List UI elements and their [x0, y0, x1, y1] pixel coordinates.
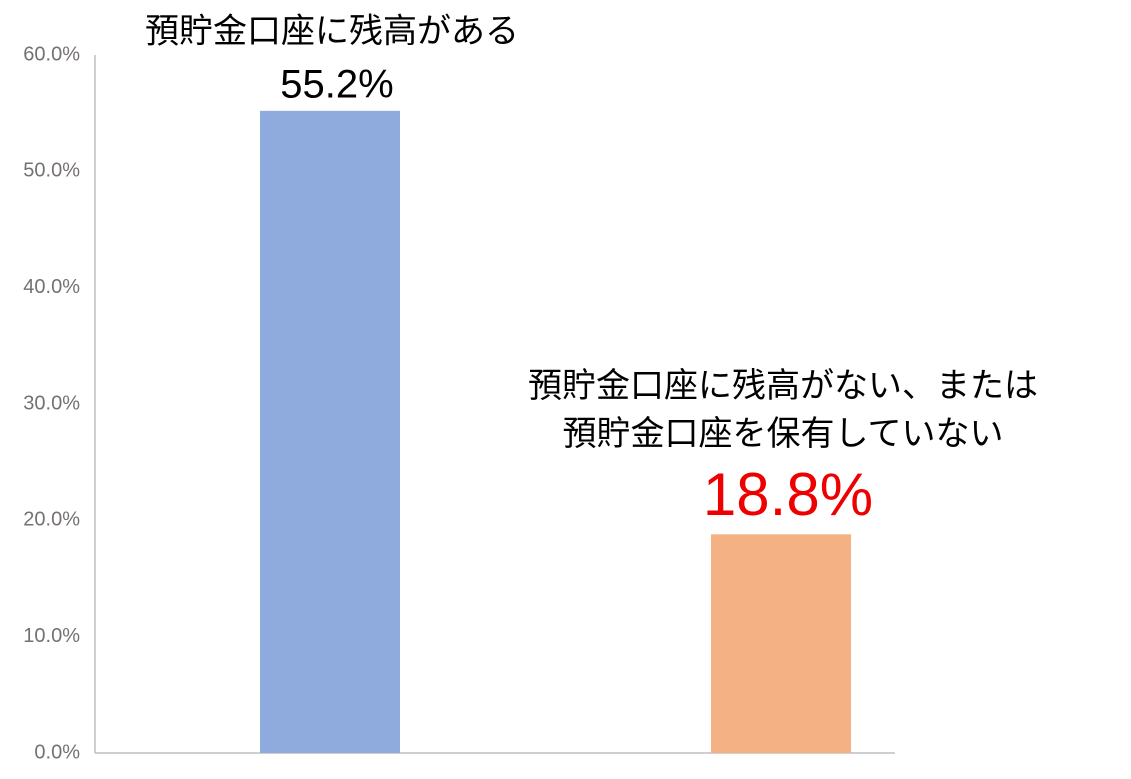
category-label: 預貯金口座に残高がある: [145, 11, 519, 51]
y-tick-label: 0.0%: [34, 741, 80, 763]
category-label: 預貯金口座に残高がない、または: [528, 366, 1038, 406]
y-tick-label: 30.0%: [23, 392, 80, 414]
value-label: 18.8%: [703, 461, 873, 528]
category-label: 預貯金口座を保有していない: [563, 414, 1004, 454]
y-tick-label: 20.0%: [23, 509, 80, 531]
bar: [260, 110, 400, 754]
value-label: 55.2%: [280, 62, 393, 106]
y-tick-label: 60.0%: [23, 43, 80, 65]
y-tick-label: 10.0%: [23, 625, 80, 647]
y-tick-label: 40.0%: [23, 276, 80, 298]
bar: [711, 534, 851, 753]
y-tick-label: 50.0%: [23, 160, 80, 182]
